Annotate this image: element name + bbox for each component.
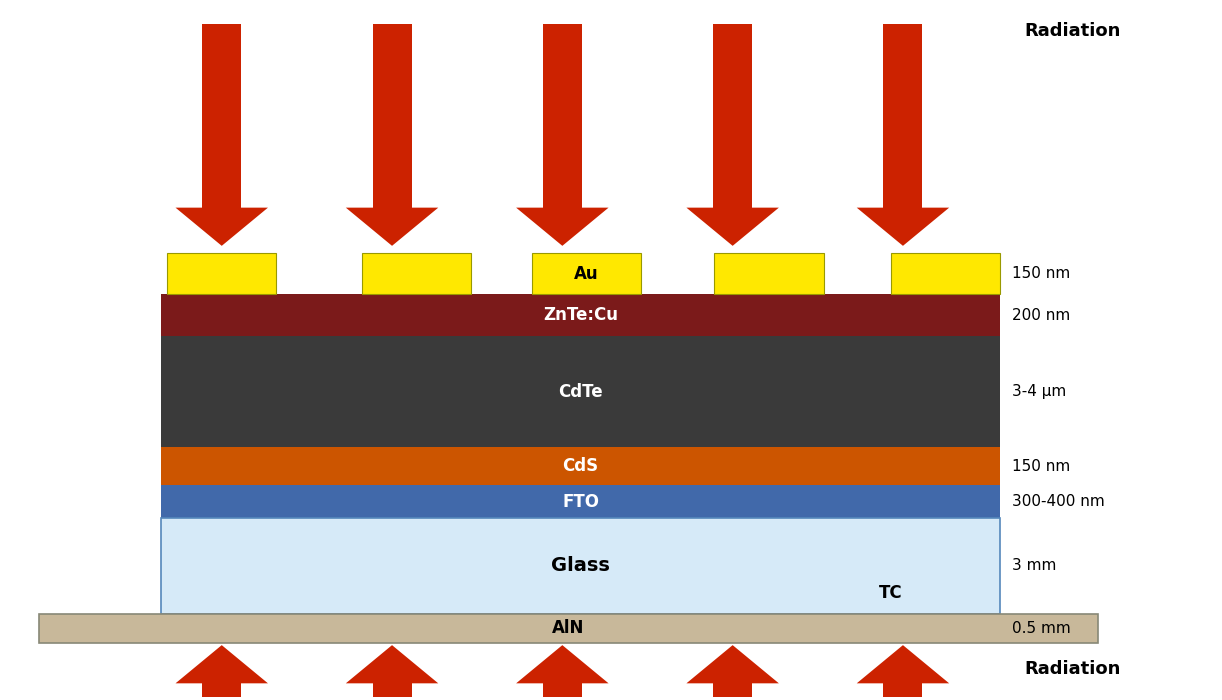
Text: CdTe: CdTe: [558, 383, 602, 400]
Text: 200 nm: 200 nm: [1012, 308, 1070, 323]
Polygon shape: [203, 683, 241, 697]
Polygon shape: [857, 208, 949, 246]
Polygon shape: [373, 24, 412, 208]
Polygon shape: [687, 645, 778, 683]
Text: Radiation: Radiation: [1024, 22, 1121, 40]
Text: 3 mm: 3 mm: [1012, 559, 1057, 573]
Text: 3-4 μm: 3-4 μm: [1012, 384, 1067, 399]
Polygon shape: [857, 645, 949, 683]
Bar: [161, 295, 1001, 336]
Polygon shape: [884, 683, 923, 697]
Bar: [362, 253, 472, 295]
Text: Glass: Glass: [551, 556, 610, 575]
Text: FTO: FTO: [562, 493, 599, 511]
Polygon shape: [516, 208, 609, 246]
Polygon shape: [373, 683, 412, 697]
Bar: [167, 253, 276, 295]
Polygon shape: [346, 208, 439, 246]
Text: ZnTe:Cu: ZnTe:Cu: [543, 307, 618, 324]
Polygon shape: [543, 683, 582, 697]
Polygon shape: [687, 208, 778, 246]
Bar: [161, 447, 1001, 485]
Bar: [161, 485, 1001, 518]
Bar: [532, 253, 642, 295]
Polygon shape: [543, 24, 582, 208]
Text: 150 nm: 150 nm: [1012, 266, 1070, 281]
Polygon shape: [714, 24, 752, 208]
Bar: [715, 253, 824, 295]
Polygon shape: [176, 645, 268, 683]
Polygon shape: [714, 683, 752, 697]
Text: 0.5 mm: 0.5 mm: [1012, 621, 1072, 636]
Text: 300-400 nm: 300-400 nm: [1012, 494, 1105, 509]
Polygon shape: [346, 645, 439, 683]
Text: CdS: CdS: [562, 457, 599, 475]
Bar: [891, 253, 1001, 295]
Polygon shape: [516, 645, 609, 683]
Bar: [161, 518, 1001, 614]
Bar: [161, 336, 1001, 447]
Polygon shape: [203, 24, 241, 208]
Text: AlN: AlN: [552, 620, 584, 638]
Text: Au: Au: [574, 265, 599, 283]
Text: TC: TC: [879, 584, 902, 602]
Polygon shape: [176, 208, 268, 246]
Polygon shape: [884, 24, 923, 208]
Bar: [39, 614, 1097, 643]
Text: 150 nm: 150 nm: [1012, 458, 1070, 474]
Text: Radiation: Radiation: [1024, 660, 1121, 678]
